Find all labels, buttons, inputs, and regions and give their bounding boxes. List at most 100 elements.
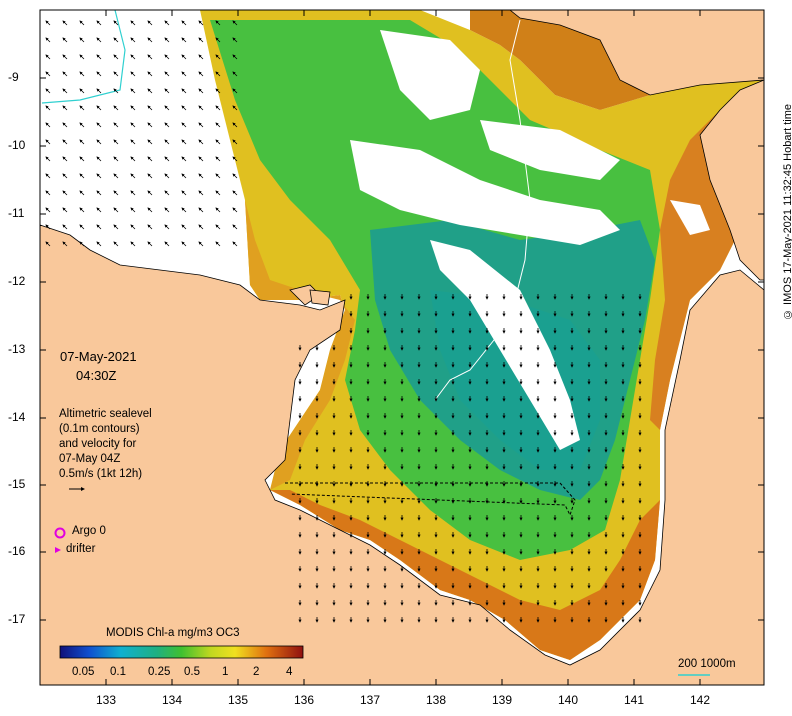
velocity-arrow bbox=[232, 139, 238, 145]
velocity-arrow bbox=[45, 105, 51, 111]
velocity-arrow bbox=[198, 105, 204, 111]
x-tick-label: 140 bbox=[558, 693, 579, 707]
x-tick-label: 133 bbox=[96, 693, 117, 707]
velocity-arrow bbox=[198, 37, 204, 43]
velocity-arrows bbox=[45, 20, 642, 623]
colorbar-tick-label: 0.25 bbox=[148, 666, 171, 678]
colorbar-tick-label: 4 bbox=[286, 666, 293, 678]
velocity-arrow bbox=[130, 190, 136, 196]
velocity-arrow bbox=[215, 224, 221, 230]
velocity-arrow bbox=[96, 241, 102, 247]
velocity-arrow bbox=[164, 190, 170, 196]
x-axis-ticks bbox=[105, 10, 701, 685]
colorbar-tick-label: 1 bbox=[222, 666, 229, 678]
velocity-arrow bbox=[130, 207, 136, 213]
velocity-arrow bbox=[45, 224, 51, 230]
velocity-arrow bbox=[232, 105, 238, 111]
velocity-arrow bbox=[130, 241, 136, 247]
velocity-arrow bbox=[62, 122, 68, 128]
velocity-arrow bbox=[113, 156, 119, 162]
colorbar-title: MODIS Chl-a mg/m3 OC3 bbox=[106, 627, 240, 639]
velocity-arrow bbox=[113, 37, 119, 43]
cyan-contour bbox=[41, 9, 126, 104]
velocity-arrow bbox=[164, 71, 170, 77]
velocity-arrow bbox=[164, 207, 170, 213]
velocity-arrow bbox=[164, 224, 170, 230]
velocity-arrow bbox=[79, 207, 85, 213]
velocity-arrow bbox=[79, 37, 85, 43]
velocity-arrow bbox=[79, 71, 85, 77]
velocity-arrow bbox=[181, 241, 187, 247]
velocity-arrow bbox=[96, 88, 102, 94]
velocity-arrow bbox=[232, 37, 238, 43]
velocity-arrow bbox=[62, 105, 68, 111]
colorbar bbox=[59, 645, 304, 659]
velocity-arrow bbox=[181, 190, 187, 196]
velocity-arrow bbox=[232, 20, 238, 26]
velocity-arrow bbox=[198, 139, 204, 145]
velocity-arrow bbox=[164, 105, 170, 111]
velocity-arrow bbox=[130, 224, 136, 230]
velocity-arrow bbox=[79, 105, 85, 111]
velocity-arrow bbox=[164, 122, 170, 128]
velocity-arrow bbox=[79, 88, 85, 94]
y-axis-ticks bbox=[40, 77, 764, 621]
velocity-arrow bbox=[113, 88, 119, 94]
velocity-arrow bbox=[164, 54, 170, 60]
velocity-arrow bbox=[232, 88, 238, 94]
x-tick-label: 136 bbox=[294, 693, 315, 707]
velocity-arrow bbox=[113, 122, 119, 128]
velocity-arrow bbox=[62, 241, 68, 247]
colorbar-tick-label: 0.05 bbox=[72, 666, 95, 678]
velocity-arrow bbox=[198, 224, 204, 230]
velocity-arrow bbox=[113, 139, 119, 145]
velocity-arrow bbox=[130, 20, 136, 26]
velocity-arrow bbox=[79, 122, 85, 128]
credit-text: © IMOS 17-May-2021 11:32:45 Hobart time bbox=[782, 103, 792, 320]
y-tick-label: -11 bbox=[8, 206, 25, 220]
velocity-arrow bbox=[96, 54, 102, 60]
y-tick-label: -15 bbox=[8, 477, 26, 491]
y-tick-label: -12 bbox=[8, 274, 26, 288]
velocity-arrow bbox=[45, 54, 51, 60]
y-tick-label: -13 bbox=[8, 342, 26, 356]
velocity-arrow bbox=[181, 88, 187, 94]
velocity-arrow bbox=[45, 71, 51, 77]
velocity-arrow bbox=[181, 173, 187, 179]
velocity-arrow bbox=[181, 139, 187, 145]
drifter-marker bbox=[55, 547, 61, 553]
velocity-arrow bbox=[113, 241, 119, 247]
velocity-arrow bbox=[96, 105, 102, 111]
velocity-arrow bbox=[147, 207, 153, 213]
velocity-arrow bbox=[62, 20, 68, 26]
velocity-arrow bbox=[215, 88, 221, 94]
velocity-arrow bbox=[215, 207, 221, 213]
velocity-arrow bbox=[62, 139, 68, 145]
velocity-arrow bbox=[147, 173, 153, 179]
velocity-arrow bbox=[232, 156, 238, 162]
velocity-arrow bbox=[113, 173, 119, 179]
velocity-arrow bbox=[79, 156, 85, 162]
velocity-arrow bbox=[181, 20, 187, 26]
velocity-arrow bbox=[45, 88, 51, 94]
argo-label: Argo 0 bbox=[72, 525, 106, 537]
velocity-arrow bbox=[62, 54, 68, 60]
drifter-track bbox=[434, 19, 531, 401]
velocity-arrow bbox=[113, 105, 119, 111]
velocity-arrow bbox=[232, 71, 238, 77]
x-tick-label: 137 bbox=[360, 693, 381, 707]
velocity-arrow bbox=[181, 71, 187, 77]
velocity-arrow bbox=[45, 20, 51, 26]
y-tick-label: -16 bbox=[8, 544, 26, 558]
velocity-arrow bbox=[79, 241, 85, 247]
velocity-arrow bbox=[215, 20, 221, 26]
velocity-arrow bbox=[113, 207, 119, 213]
velocity-arrow bbox=[62, 37, 68, 43]
velocity-arrow bbox=[45, 37, 51, 43]
velocity-arrow bbox=[130, 105, 136, 111]
velocity-arrow bbox=[96, 207, 102, 213]
velocity-arrow bbox=[215, 241, 221, 247]
velocity-arrow bbox=[113, 71, 119, 77]
velocity-arrow bbox=[181, 207, 187, 213]
velocity-arrow bbox=[232, 54, 238, 60]
